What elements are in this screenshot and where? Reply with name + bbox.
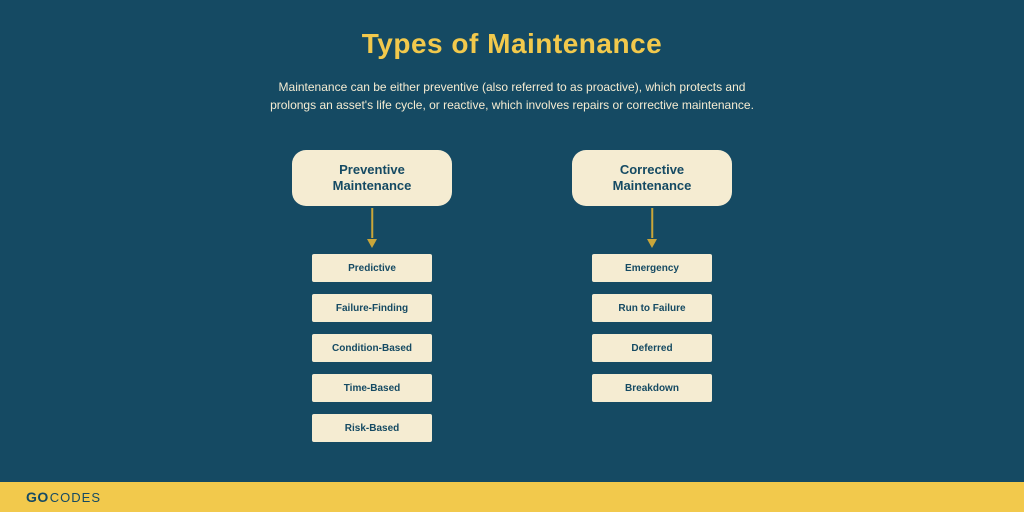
child-box: Risk-Based xyxy=(312,414,432,442)
parent-label-line1: Preventive xyxy=(339,162,405,178)
page-title: Types of Maintenance xyxy=(0,28,1024,60)
logo-bold: GO xyxy=(26,489,49,505)
arrow-head-icon xyxy=(367,239,377,248)
page-subtitle: Maintenance can be either preventive (al… xyxy=(0,78,1024,114)
child-box: Failure-Finding xyxy=(312,294,432,322)
infographic-canvas: Types of Maintenance Maintenance can be … xyxy=(0,0,1024,512)
arrow-line-icon xyxy=(651,208,653,238)
children-preventive: Predictive Failure-Finding Condition-Bas… xyxy=(312,254,432,442)
child-box: Time-Based xyxy=(312,374,432,402)
columns-container: Preventive Maintenance Predictive Failur… xyxy=(0,150,1024,442)
child-box: Predictive xyxy=(312,254,432,282)
column-preventive: Preventive Maintenance Predictive Failur… xyxy=(292,150,452,442)
arrow-head-icon xyxy=(647,239,657,248)
arrow-corrective xyxy=(651,208,653,248)
child-box: Condition-Based xyxy=(312,334,432,362)
child-box: Breakdown xyxy=(592,374,712,402)
arrow-line-icon xyxy=(371,208,373,238)
parent-box-preventive: Preventive Maintenance xyxy=(292,150,452,206)
footer-bar: GO CODES xyxy=(0,482,1024,512)
logo-light: CODES xyxy=(50,490,101,505)
column-corrective: Corrective Maintenance Emergency Run to … xyxy=(572,150,732,442)
child-box: Run to Failure xyxy=(592,294,712,322)
child-box: Emergency xyxy=(592,254,712,282)
parent-label-line1: Corrective xyxy=(620,162,684,178)
child-box: Deferred xyxy=(592,334,712,362)
arrow-preventive xyxy=(371,208,373,248)
parent-box-corrective: Corrective Maintenance xyxy=(572,150,732,206)
children-corrective: Emergency Run to Failure Deferred Breakd… xyxy=(592,254,712,402)
parent-label-line2: Maintenance xyxy=(613,178,692,194)
parent-label-line2: Maintenance xyxy=(333,178,412,194)
